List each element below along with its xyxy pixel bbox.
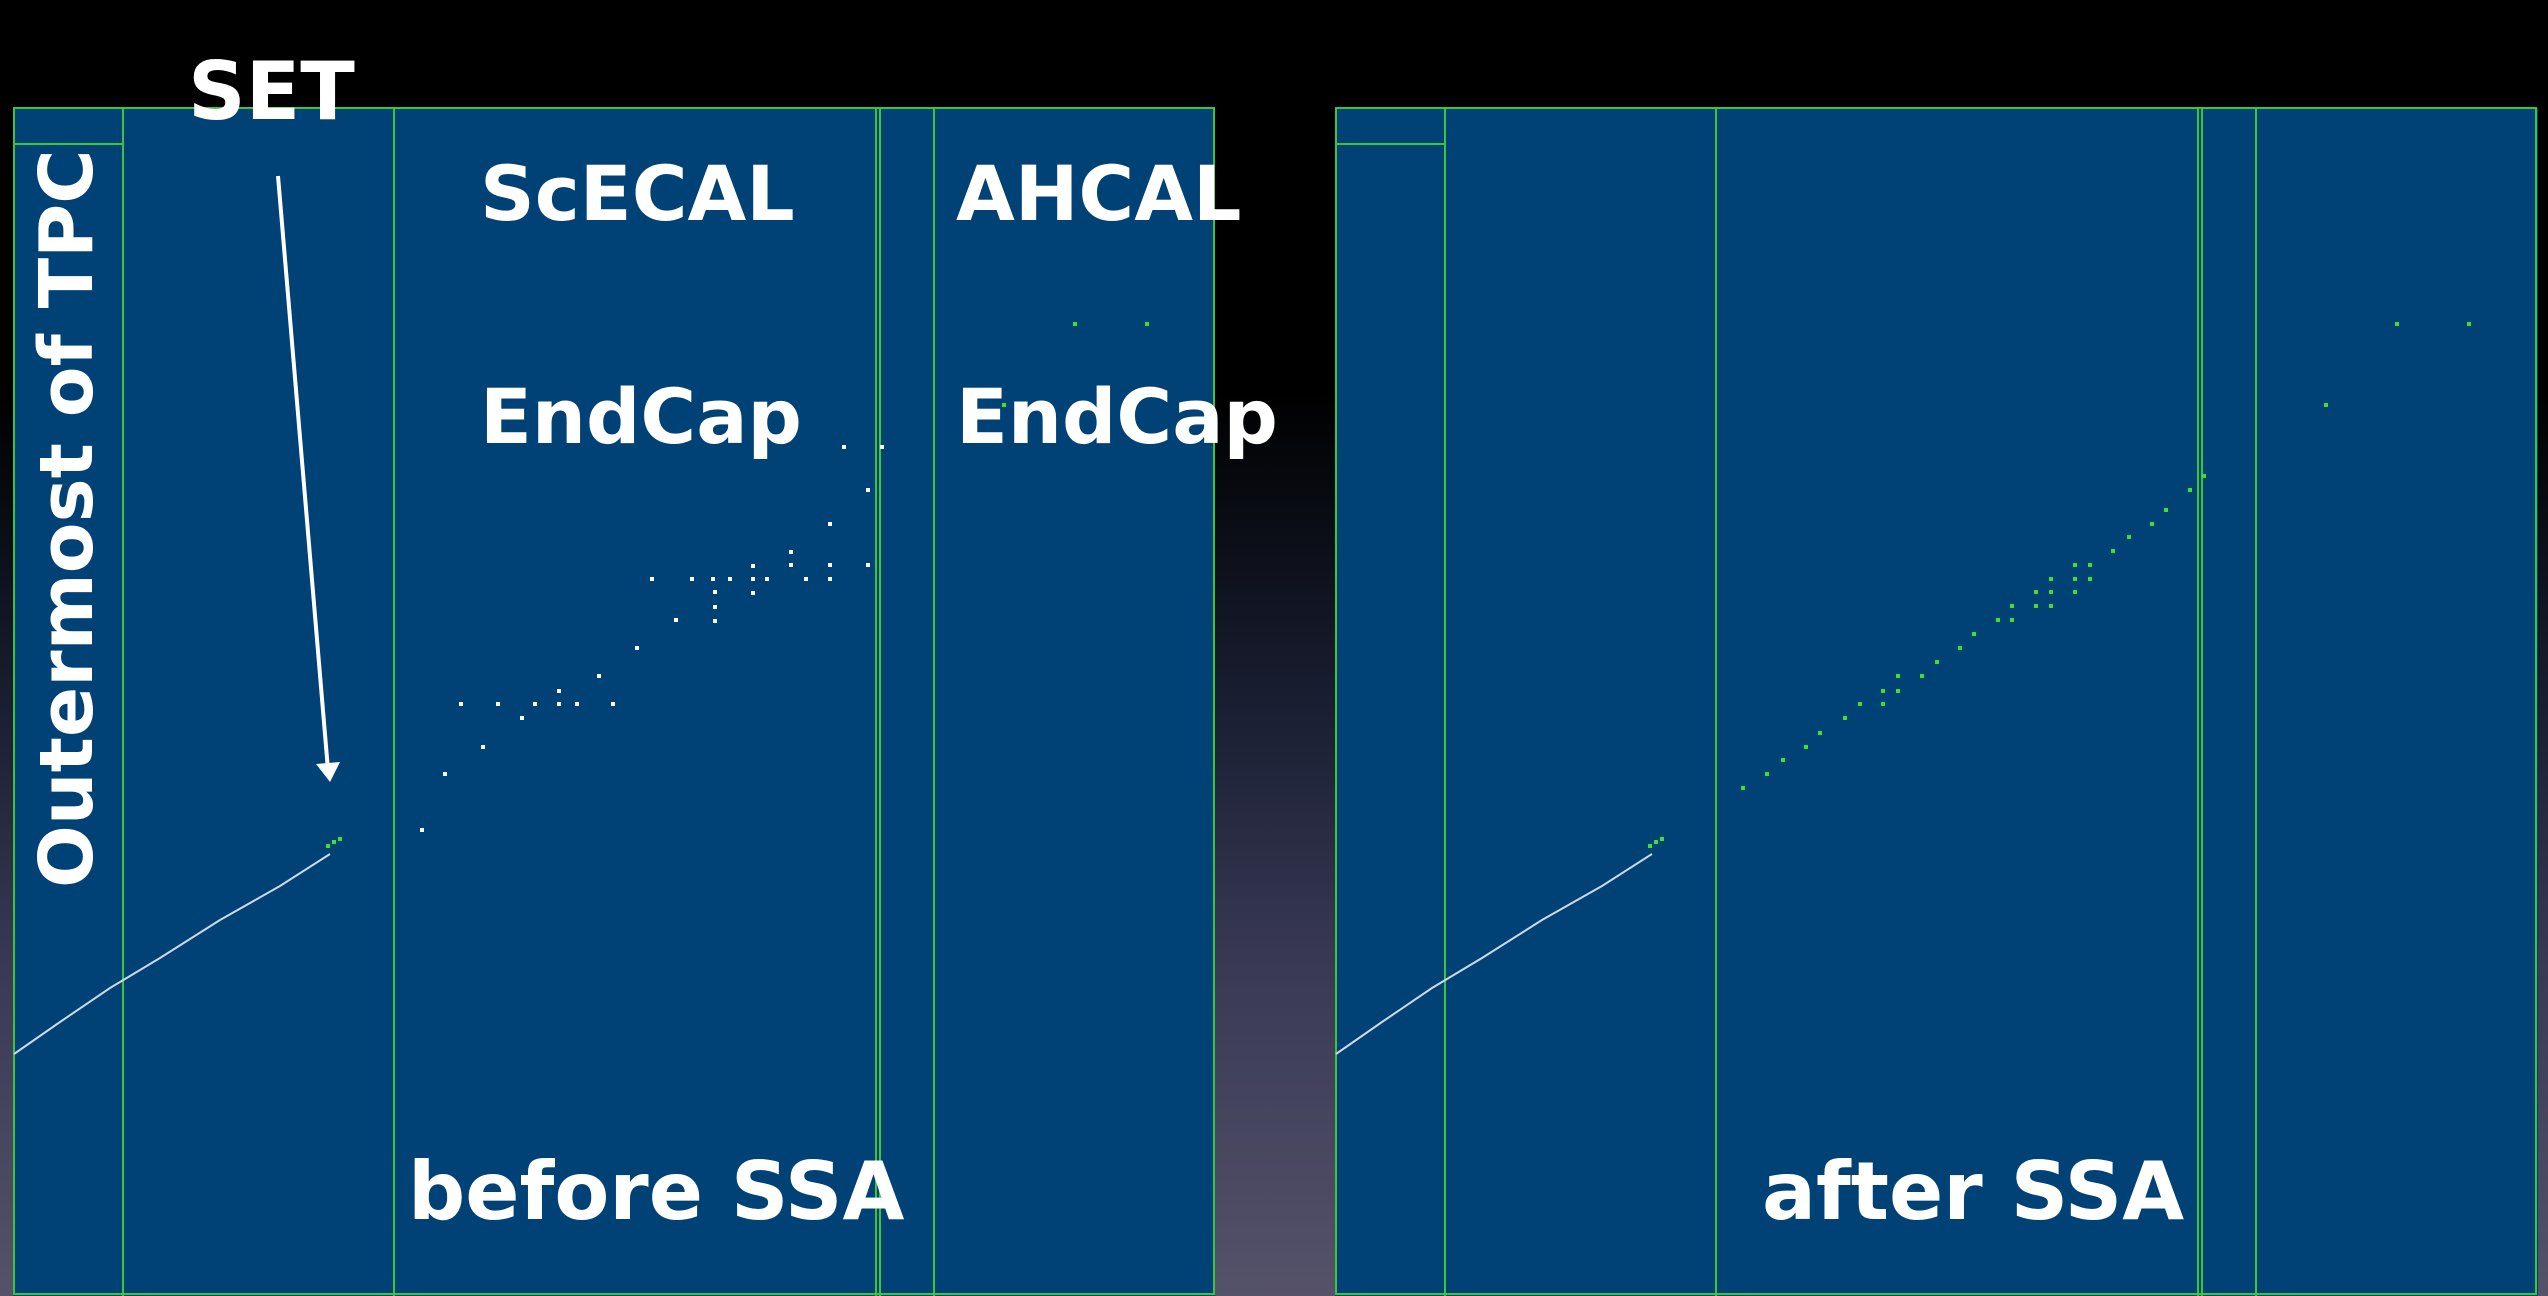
set-hits-left (326, 837, 342, 848)
right-boundaries (1335, 107, 2537, 1296)
top-black-band (0, 0, 2548, 108)
track-right (1335, 853, 1653, 1055)
scecal-label-line1: ScECAL (480, 148, 795, 238)
set-arrow (276, 175, 340, 782)
right-panel-border (1335, 107, 2537, 1295)
ahcal-label-line1: AHCAL (956, 148, 1242, 238)
scecal-hits-after (1741, 474, 2206, 790)
set-label: SET (188, 45, 355, 138)
tpc-label: Outermost of TPC (24, 149, 110, 888)
track-left (13, 853, 331, 1055)
ahcal-label: AHCAL EndCap (956, 8, 1278, 529)
set-hits-right (1648, 837, 1664, 848)
before-ssa-label: before SSA (408, 1145, 905, 1238)
left-panel-border (13, 107, 1215, 1295)
ahcal-hits-left (1002, 322, 1149, 407)
left-boundaries (13, 107, 1215, 1296)
after-ssa-panel (1335, 108, 2538, 1296)
ahcal-label-line2: EndCap (956, 372, 1278, 462)
scecal-label: ScECAL EndCap (480, 8, 802, 529)
ahcal-hits-right (2324, 322, 2471, 407)
scecal-hits-before (420, 445, 884, 832)
after-ssa-label: after SSA (1762, 1145, 2185, 1238)
scecal-label-line2: EndCap (480, 372, 802, 462)
